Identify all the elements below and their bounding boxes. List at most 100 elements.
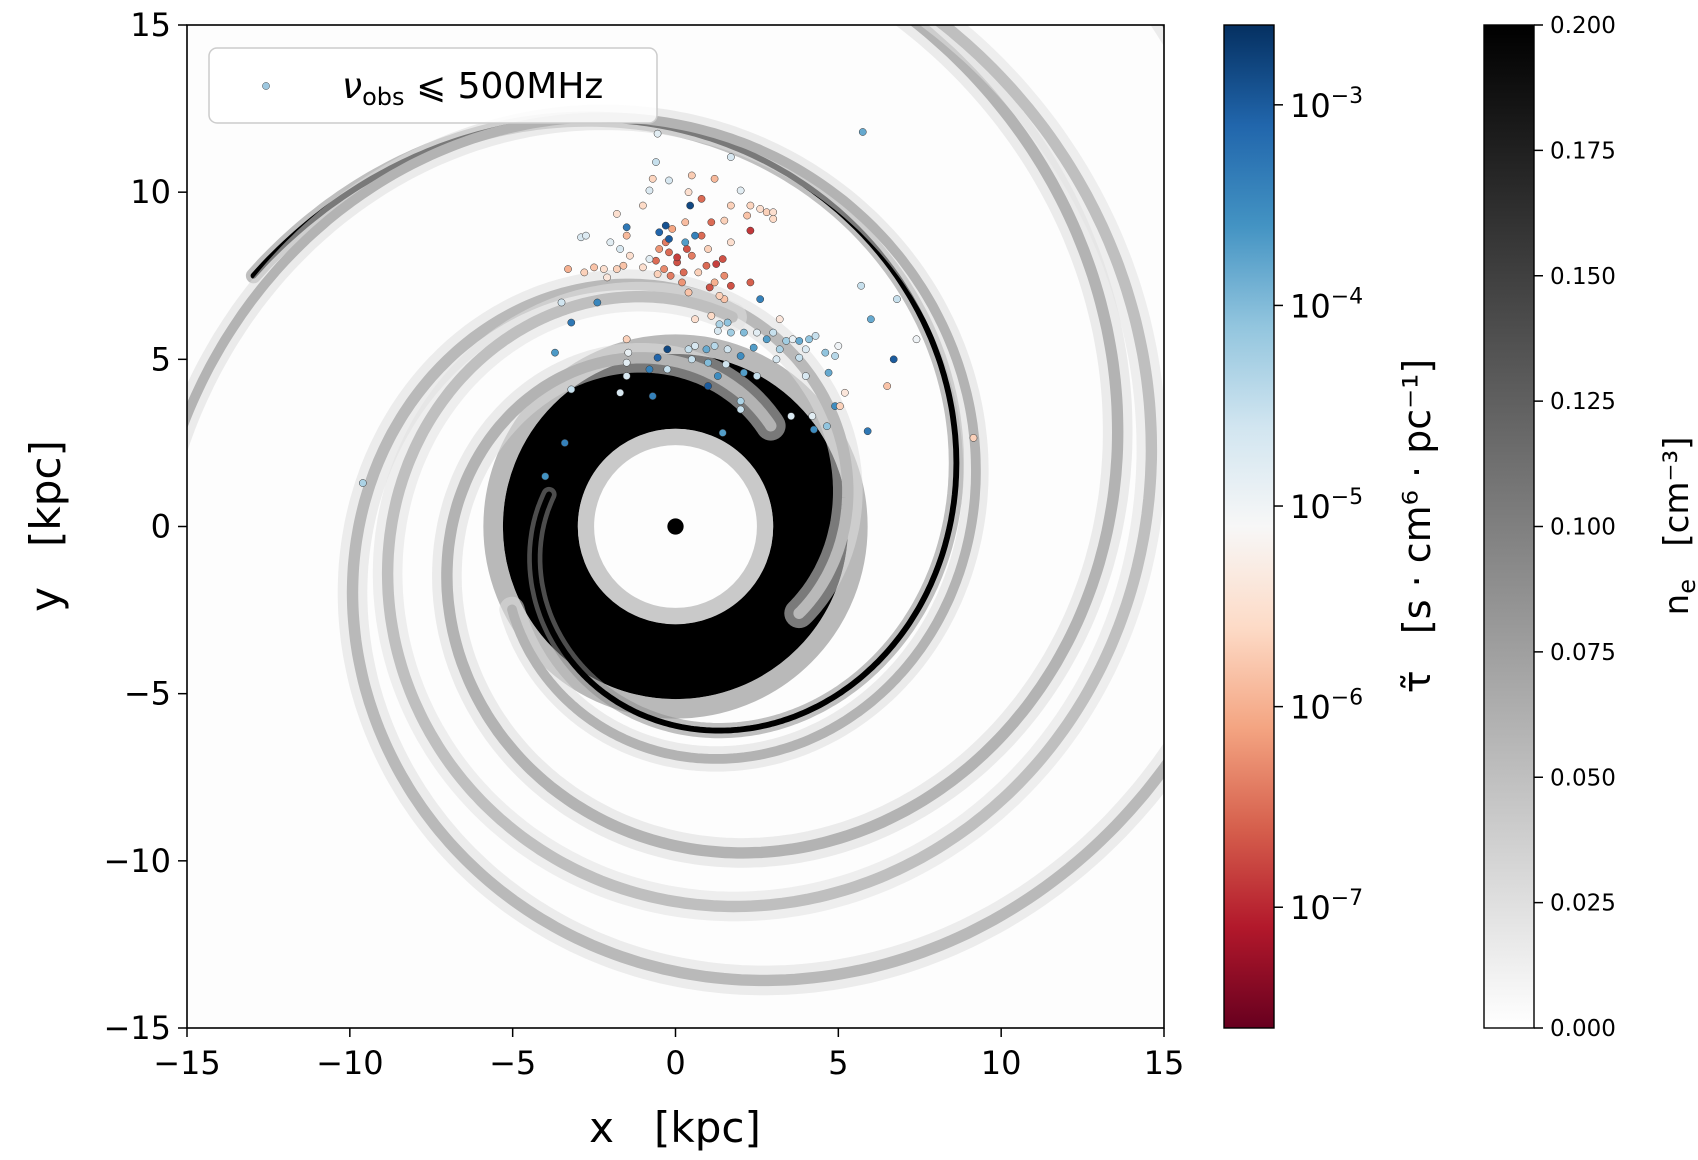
ne-colorbar-ticks: 0.000 0.025 0.050 0.075 0.100 0.125 0.150 0.175… <box>1534 13 1616 1042</box>
pulsar-point <box>582 231 590 240</box>
tau-tick-label: 10−4 <box>1290 284 1363 325</box>
pulsar-point <box>720 216 729 225</box>
pulsar-point <box>769 208 778 217</box>
tau-tick-label: 10−6 <box>1290 686 1363 727</box>
legend-marker <box>262 82 270 90</box>
pulsar-point <box>727 281 735 290</box>
pulsar-point <box>715 320 724 329</box>
pulsar-point <box>684 288 693 297</box>
pulsar-point <box>653 129 662 138</box>
pulsar-point <box>769 215 778 223</box>
tau-tick-base: 10 <box>1290 287 1331 325</box>
density-core <box>667 518 684 535</box>
pulsar-point <box>801 372 810 380</box>
pulsar-point <box>740 328 748 337</box>
x-tick-label: 15 <box>1144 1044 1185 1082</box>
pulsar-point <box>723 318 732 327</box>
ne-tick-label: 0.175 <box>1550 138 1616 164</box>
ne-colorbar-label: ne [cm⁻³] <box>1657 437 1698 616</box>
pulsar-point <box>727 238 735 247</box>
pulsar-point <box>593 298 602 307</box>
pulsar-point <box>663 365 672 374</box>
pulsar-point <box>653 270 662 278</box>
ne-tick-label: 0.000 <box>1550 1016 1616 1042</box>
ne-tick-label: 0.150 <box>1550 264 1616 290</box>
pulsar-point <box>359 479 367 487</box>
pulsar-point <box>653 353 662 362</box>
x-tick-label: −5 <box>489 1044 536 1082</box>
pulsar-point <box>704 245 712 253</box>
tau-tick-label: 10−7 <box>1290 886 1363 927</box>
pulsar-point <box>564 265 572 273</box>
pulsar-point <box>666 271 675 280</box>
pulsar-point <box>622 223 631 232</box>
pulsar-point <box>622 358 631 367</box>
pulsar-point <box>673 253 681 262</box>
y-tick-label: −15 <box>103 1009 171 1047</box>
y-tick-label: 10 <box>130 173 171 211</box>
pulsar-point <box>661 221 670 230</box>
pulsar-point <box>753 328 761 337</box>
y-tick-label: −5 <box>124 675 171 713</box>
x-tick-label: 5 <box>828 1044 848 1082</box>
pulsar-point <box>697 195 706 203</box>
pulsar-point <box>710 174 719 183</box>
pulsar-point <box>801 345 810 354</box>
pulsar-point <box>805 335 813 344</box>
y-tick-label: 5 <box>151 340 171 378</box>
pulsar-point <box>626 251 634 260</box>
pulsar-points <box>359 128 978 487</box>
tau-colorbar-ticks: 10−710−610−510−410−3 <box>1274 84 1363 927</box>
ne-tick-label: 0.075 <box>1550 640 1616 666</box>
pulsar-point <box>787 412 795 421</box>
pulsar-point <box>639 201 647 210</box>
y-axis-label: y [kpc] <box>21 440 70 612</box>
pulsar-point <box>691 315 699 324</box>
pulsar-point <box>746 278 755 287</box>
pulsar-point <box>648 174 657 183</box>
pulsar-point <box>713 327 722 335</box>
pulsar-point <box>769 328 778 337</box>
pulsar-point <box>863 427 872 436</box>
pulsar-point <box>694 268 703 277</box>
pulsar-point <box>622 372 631 380</box>
pulsar-point <box>821 348 830 357</box>
pulsar-point <box>727 201 735 210</box>
pulsar-point <box>684 188 693 197</box>
spiral-arm <box>441 25 1124 859</box>
pulsar-point <box>722 360 730 369</box>
pulsar-point <box>619 261 628 270</box>
pulsar-point <box>616 388 624 397</box>
pulsar-point <box>893 295 901 304</box>
pulsar-point <box>969 434 978 442</box>
pulsar-point <box>702 261 711 270</box>
pulsar-point <box>567 385 576 394</box>
tau-tick-base: 10 <box>1290 488 1331 526</box>
pulsar-point <box>707 218 716 227</box>
main-plot: −15 −10 −5 0 5 10 15 −15 −10 −5 0 5 10 15 x [kpc] y … <box>21 6 1185 1152</box>
tau-tick-base: 10 <box>1290 689 1331 727</box>
pulsar-point <box>808 412 817 421</box>
pulsar-point <box>613 265 621 273</box>
ne-colorbar: 0.000 0.025 0.050 0.075 0.100 0.125 0.150 0.175… <box>1483 13 1698 1042</box>
tau-tick-exp: −7 <box>1331 886 1363 911</box>
pulsar-point <box>678 278 686 287</box>
pulsar-point <box>736 352 745 360</box>
pulsar-point <box>704 382 712 390</box>
pulsar-point <box>655 245 664 253</box>
pulsar-point <box>858 128 867 136</box>
tau-tick-base: 10 <box>1290 87 1331 125</box>
pulsar-point <box>679 268 688 277</box>
pulsar-point <box>691 231 699 240</box>
legend-sub: obs <box>362 83 404 111</box>
pulsar-point <box>687 355 696 364</box>
ne-label-main: n <box>1657 594 1697 616</box>
pulsar-point <box>736 397 745 405</box>
tau-tick-exp: −6 <box>1331 686 1363 711</box>
tau-colorbar: 10−710−610−510−410−3 τ̃ [s · cm⁶ · pc⁻¹] <box>1223 24 1439 1029</box>
pulsar-point <box>687 171 696 180</box>
pulsar-point <box>718 429 727 437</box>
pulsar-point <box>663 345 672 354</box>
pulsar-point <box>727 328 735 337</box>
pulsar-point <box>720 271 729 280</box>
